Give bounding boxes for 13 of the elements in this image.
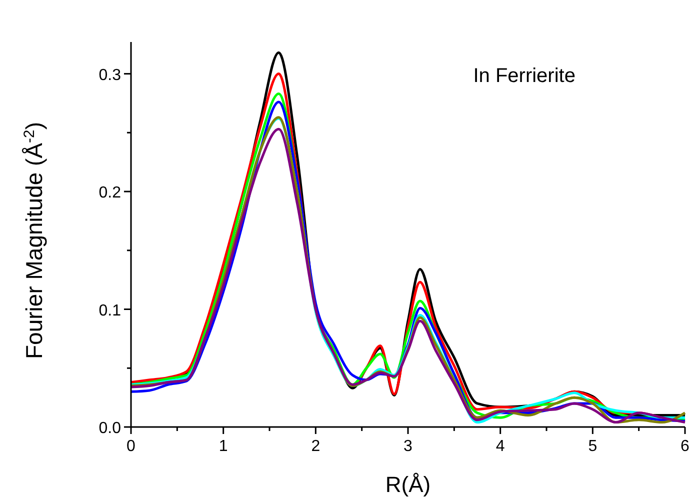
y-tick-label: 0.1 <box>98 302 122 320</box>
annotation: In Ferrierite <box>473 65 576 87</box>
x-tick-label: 5 <box>588 438 598 455</box>
x-tick-label: 1 <box>218 438 228 455</box>
x-tick-label: 2 <box>311 438 320 455</box>
y-tick-label: 0.2 <box>98 184 122 202</box>
x-tick-label: 6 <box>680 438 690 455</box>
y-tick-label: 0.3 <box>98 66 122 84</box>
x-tick-label: 4 <box>496 438 505 455</box>
x-axis-title: R(Å) <box>385 472 431 497</box>
x-tick-label: 3 <box>404 438 413 455</box>
y-tick-label: 0.0 <box>98 420 122 437</box>
x-tick-label: 0 <box>126 438 136 455</box>
